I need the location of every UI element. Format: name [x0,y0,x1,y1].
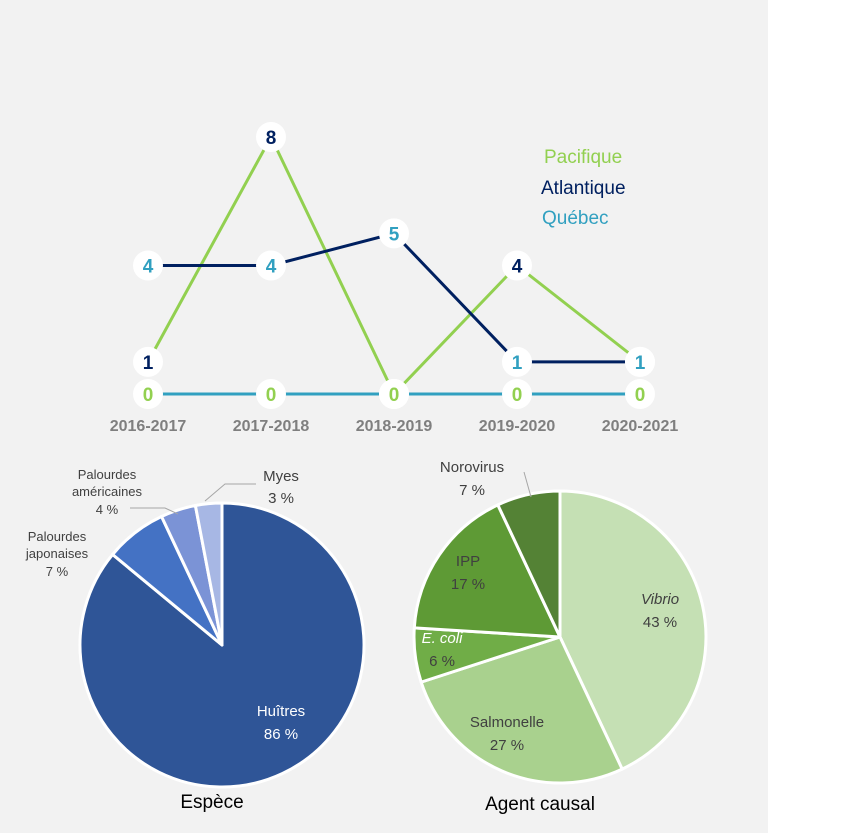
leader-line-myes [204,483,256,502]
leader-line-palourdes-americaines [130,507,179,515]
slice-label-e-coli: E. coli [422,630,464,647]
point-label-pacifique-3: 4 [512,257,523,278]
pie-espece-leader-lines [130,483,256,515]
point-marker-atlantique-1 [256,250,286,281]
point-marker-quebec-2 [379,379,409,409]
slice-label-vibrio: Vibrio [641,591,679,608]
legend: Pacifique Atlantique Québec [541,147,626,229]
point-label-quebec-2: 0 [389,385,400,406]
point-marker-pacifique-3 [502,250,532,281]
slice-pct-salmonelle: 27 % [490,737,524,754]
x-tick-label-2018-2019: 2018-2019 [356,418,433,435]
slice-pct-e-coli: 6 % [429,653,455,670]
slice-label-japonaises-line2: japonaises [25,546,89,561]
slice-label-americaines-line2: américaines [72,484,143,499]
point-marker-quebec-3 [502,379,532,409]
agent-slice-salmonelle [419,635,624,785]
legend-entry-quebec: Québec [542,208,609,229]
point-marker-quebec-1 [256,379,286,409]
slice-label-norovirus: Norovirus [440,459,504,476]
slice-pct-norovirus: 7 % [459,482,485,499]
agent-slice-ipp [412,503,562,639]
point-marker-quebec-0 [133,379,163,409]
x-tick-label-2020-2021: 2020-2021 [602,418,679,435]
legend-entry-atlantique: Atlantique [541,178,626,199]
point-label-atlantique-0: 4 [143,257,154,278]
x-tick-label-2016-2017: 2016-2017 [110,418,187,435]
slice-pct-huitres: 86 % [264,726,298,743]
point-label-quebec-0: 0 [143,385,154,406]
point-label-quebec-4: 0 [635,385,646,406]
slice-label-salmonelle: Salmonelle [470,714,544,731]
slice-label-huitres: Huîtres [257,703,305,720]
point-label-quebec-3: 0 [512,385,523,406]
point-label-atlantique-1: 4 [266,257,277,278]
agent-slice-norovirus [496,489,562,639]
slice-label-myes: Myes [263,468,299,485]
espece-slice-myes [193,501,224,647]
point-marker-atlantique-0 [133,250,163,281]
point-label-quebec-1: 0 [266,385,277,406]
line-chart: 180414451100000 2016-20172017-20182018-2… [110,122,679,435]
slice-pct-japonaises: 7 % [46,564,69,579]
point-marker-atlantique-3 [502,346,532,377]
point-label-atlantique-3: 1 [512,353,523,374]
slice-label-ipp: IPP [456,553,480,570]
x-tick-label-2017-2018: 2017-2018 [233,418,310,435]
point-label-atlantique-4: 1 [635,353,646,374]
line-atlantique [148,231,640,364]
point-marker-quebec-4 [625,379,655,409]
pie-title-espece: Espèce [180,792,243,813]
point-marker-pacifique-1 [256,122,286,152]
agent-slice-vibrio [558,489,708,771]
slice-pct-ipp: 17 % [451,576,485,593]
x-tick-label-2019-2020: 2019-2020 [479,418,556,435]
point-label-pacifique-0: 1 [143,353,154,374]
point-label-atlantique-2: 5 [389,224,400,245]
slice-pct-americaines: 4 % [96,502,119,517]
point-label-pacifique-1: 8 [266,128,277,149]
pie-title-agent-causal: Agent causal [485,794,595,815]
slice-pct-myes: 3 % [268,490,294,507]
leader-line-norovirus [523,471,532,498]
espece-slice-huitres [78,501,366,789]
point-marker-pacifique-0 [133,346,163,377]
pie-chart-espece: Huîtres 86 % Palourdes japonaises 7 % Pa… [25,467,366,813]
slice-label-japonaises-line1: Palourdes [28,529,87,544]
point-marker-atlantique-4 [625,346,655,377]
legend-entry-pacifique: Pacifique [544,147,622,168]
slice-label-americaines-line1: Palourdes [78,467,137,482]
pie-chart-agent-causal: Vibrio 43 % Salmonelle 27 % E. coli 6 % … [412,459,708,815]
slice-pct-vibrio: 43 % [643,614,677,631]
point-marker-atlantique-2 [379,218,409,249]
